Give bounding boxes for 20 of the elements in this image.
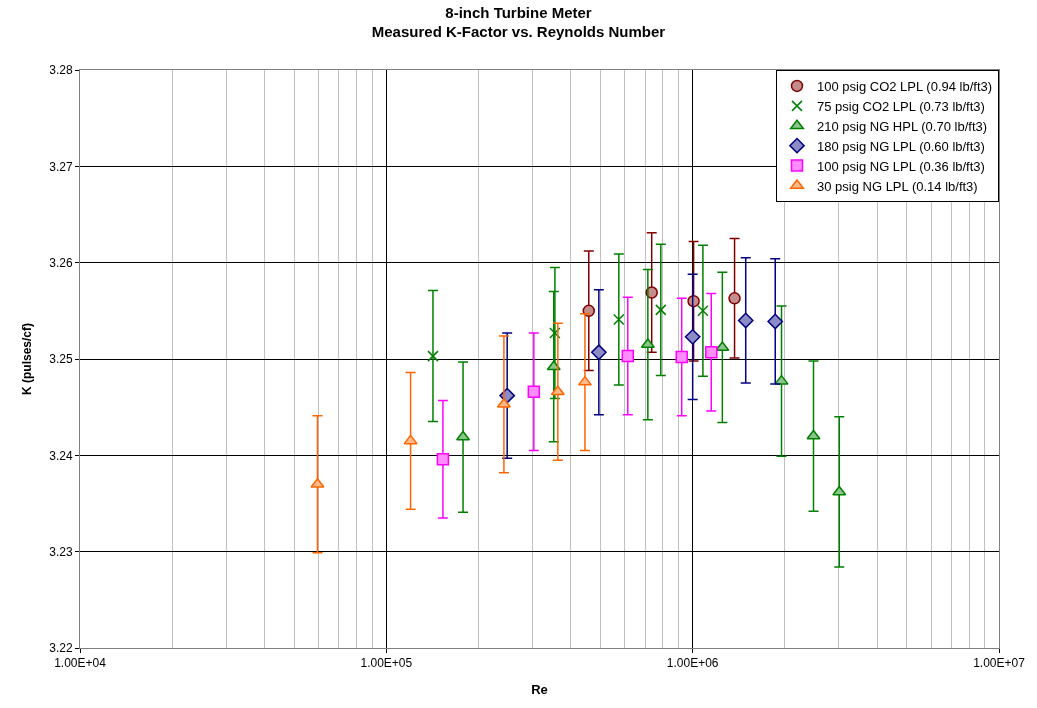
legend-label: 100 psig CO2 LPL (0.94 lb/ft3) (817, 79, 993, 95)
y-tick-label: 3.23 (49, 544, 73, 559)
y-tick-label: 3.22 (49, 641, 73, 656)
chart-title: 8-inch Turbine Meter Measured K-Factor vs. Reynolds Number (371, 3, 666, 41)
x-axis-title: Re (531, 682, 548, 697)
legend-label: 180 psig NG LPL (0.60 lb/ft3) (817, 138, 985, 154)
y-tick-label: 3.27 (49, 159, 73, 174)
x-tick-label: 1.00E+05 (360, 656, 413, 671)
legend-label: 210 psig NG HPL (0.70 lb/ft3) (817, 118, 988, 134)
legend-label: 100 psig NG LPL (0.36 lb/ft3) (817, 158, 985, 174)
legend-label: 30 psig NG LPL (0.14 lb/ft3) (817, 178, 978, 194)
x-tick-label: 1.00E+07 (973, 656, 1026, 671)
y-tick-label: 3.26 (49, 255, 73, 270)
x-tick-label: 1.00E+04 (54, 656, 107, 671)
legend-label: 75 psig CO2 LPL (0.73 lb/ft3) (817, 98, 985, 114)
y-tick-label: 3.24 (49, 448, 73, 463)
y-axis-title: K (pulses/cf) (19, 322, 34, 396)
x-tick-label: 1.00E+06 (666, 656, 719, 671)
y-tick-label: 3.25 (49, 352, 73, 367)
y-tick-label: 3.28 (49, 63, 73, 78)
